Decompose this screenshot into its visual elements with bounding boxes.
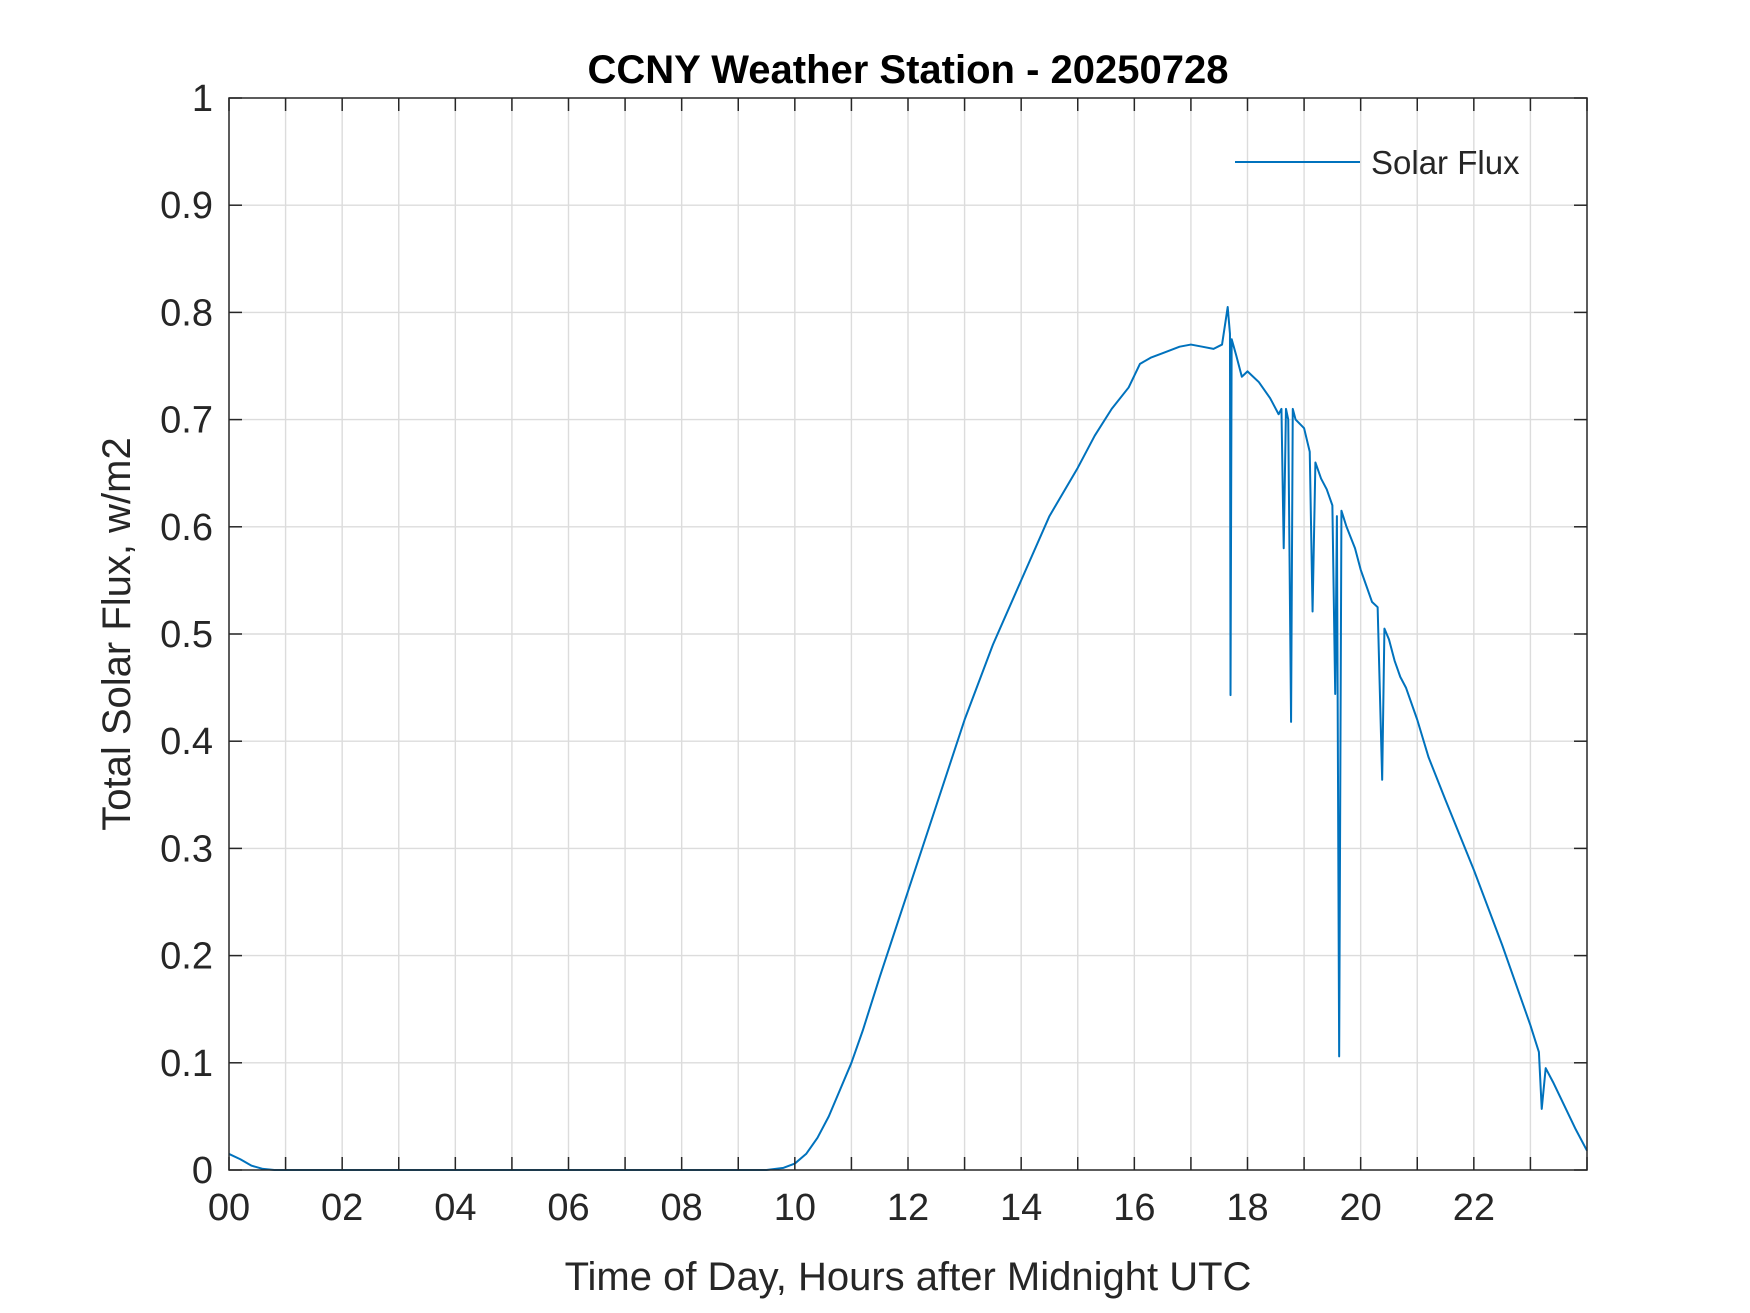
y-tick-label: 1 [192,78,213,120]
x-tick-label: 20 [1340,1187,1382,1229]
x-tick-label: 06 [547,1187,589,1229]
y-axis-label: Total Solar Flux, w/m2 [95,437,139,830]
x-tick-label: 22 [1453,1187,1495,1229]
legend-label-solar-flux: Solar Flux [1371,144,1520,181]
x-tick-label: 10 [774,1187,816,1229]
tick-labels: 00 02 04 06 08 10 12 14 16 18 20 22 0 0.1 0.2 0.3 0.4 0.5… [160,78,1495,1229]
x-tick-label: 16 [1113,1187,1155,1229]
x-tick-label: 04 [434,1187,476,1229]
x-tick-label: 12 [887,1187,929,1229]
y-tick-label: 0.2 [160,936,213,978]
grid-lines [229,98,1587,1170]
y-tick-label: 0.6 [160,507,213,549]
y-tick-label: 0.9 [160,185,213,227]
series-line-solar-flux [228,306,1588,1171]
series-layer [228,306,1588,1171]
y-tick-label: 0.7 [160,400,213,442]
chart-title: CCNY Weather Station - 20250728 [588,48,1229,92]
y-tick-label: 0.1 [160,1043,213,1085]
tick-marks [228,97,1588,1171]
x-tick-label: 08 [661,1187,703,1229]
y-tick-label: 0.5 [160,614,213,656]
legend: Solar Flux [1235,144,1520,181]
x-tick-label: 00 [208,1187,250,1229]
y-tick-label: 0 [192,1150,213,1192]
x-tick-label: 14 [1000,1187,1042,1229]
y-tick-label: 0.4 [160,721,213,763]
y-tick-label: 0.8 [160,292,213,334]
x-axis-label: Time of Day, Hours after Midnight UTC [565,1255,1252,1299]
x-tick-label: 18 [1226,1187,1268,1229]
y-tick-label: 0.3 [160,828,213,870]
x-tick-label: 02 [321,1187,363,1229]
